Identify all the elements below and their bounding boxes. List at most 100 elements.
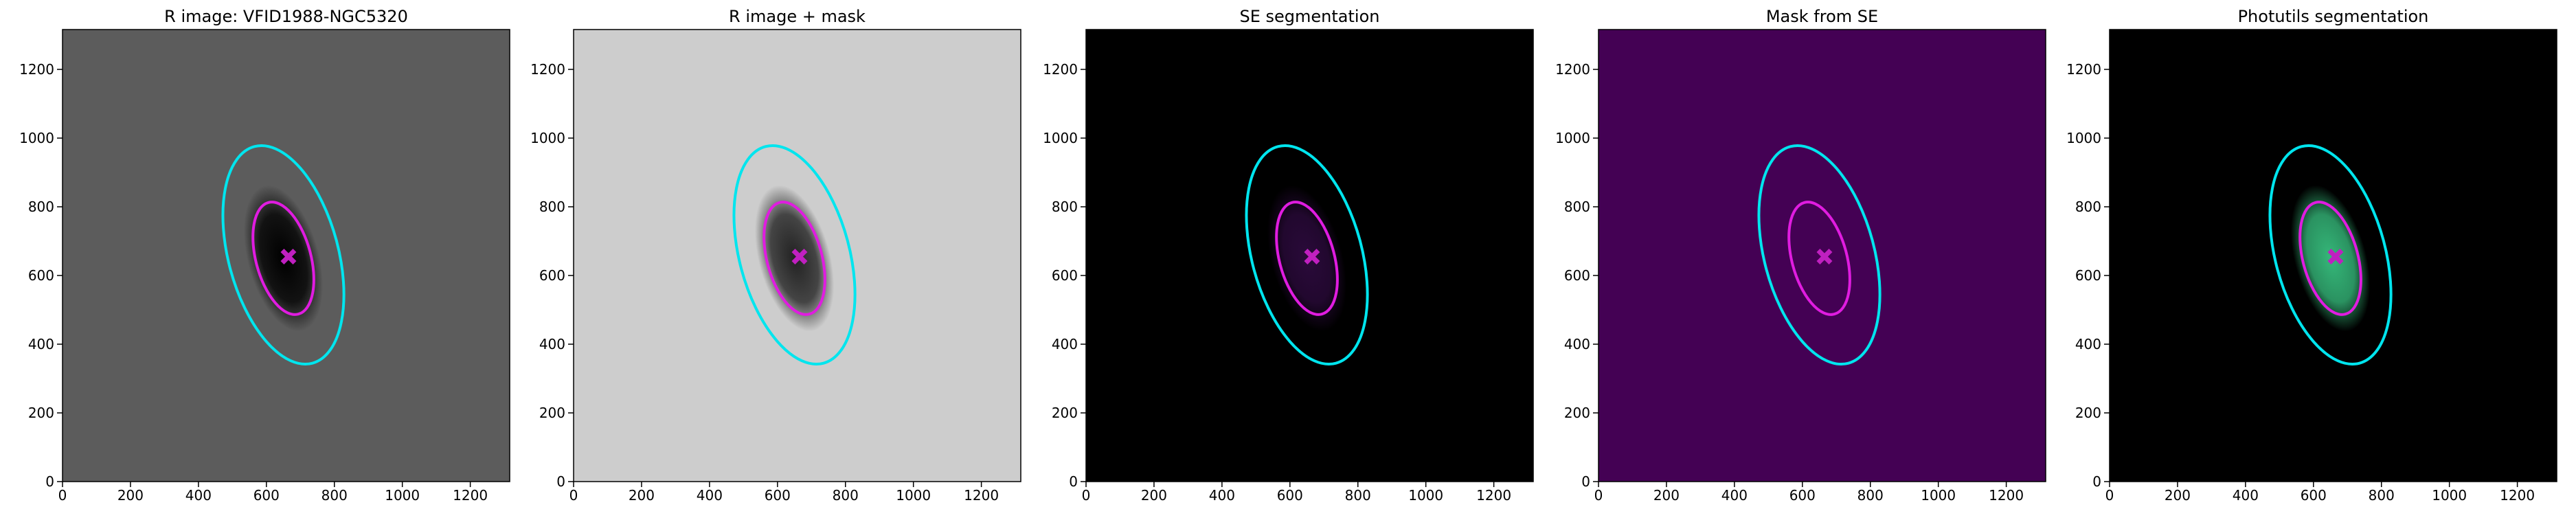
- image-content: [1757, 144, 1882, 366]
- x-tick-label: 1000: [2432, 487, 2467, 504]
- y-tick-label: 1200: [1043, 61, 1078, 78]
- x-tick-label: 800: [1345, 487, 1371, 504]
- y-tick-label: 1200: [2066, 61, 2101, 78]
- x-tick-label: 200: [1653, 487, 1680, 504]
- y-tick-label: 400: [1564, 336, 1590, 352]
- image-content: [1245, 144, 1369, 366]
- panel-title: Photutils segmentation: [2238, 7, 2429, 26]
- axes-frame: [62, 29, 510, 482]
- center-marker: [2327, 249, 2344, 264]
- y-tick-label: 1200: [19, 61, 54, 78]
- y-tick-label: 0: [2092, 473, 2101, 490]
- aperture-ellipse: [1245, 144, 1369, 366]
- y-tick-label: 600: [1564, 267, 1590, 284]
- y-tick-label: 600: [1052, 267, 1078, 284]
- y-tick-label: 0: [1069, 473, 1078, 490]
- axes-frame: [2109, 29, 2557, 482]
- y-tick-label: 600: [2075, 267, 2101, 284]
- image-content: [221, 144, 346, 366]
- x-tick-label: 600: [1789, 487, 1816, 504]
- x-tick-label: 0: [2105, 487, 2114, 504]
- panel-title: Mask from SE: [1766, 7, 1878, 26]
- x-tick-label: 600: [2301, 487, 2327, 504]
- x-tick-label: 0: [569, 487, 578, 504]
- center-marker: [1304, 249, 1320, 264]
- x-tick-label: 800: [833, 487, 859, 504]
- panel-title: R image: VFID1988-NGC5320: [164, 7, 408, 26]
- y-tick-label: 200: [2075, 405, 2101, 421]
- y-tick-label: 800: [1564, 199, 1590, 215]
- panel: 0 200 400 600 800 1000 1200 0 200 400 600 800 1000 12…: [2066, 7, 2557, 504]
- y-tick-label: 400: [2075, 336, 2101, 352]
- y-tick-label: 1000: [1043, 130, 1078, 146]
- x-tick-label: 1000: [1921, 487, 1956, 504]
- x-tick-label: 1000: [1408, 487, 1443, 504]
- panel: 0 200 400 600 800 1000 1200 0 200 400 600 800 1000 12…: [530, 7, 1021, 504]
- aperture-ellipse: [2298, 201, 2362, 316]
- aperture-ellipse: [732, 144, 857, 366]
- x-tick-label: 1200: [453, 487, 488, 504]
- x-tick-label: 400: [697, 487, 723, 504]
- image-content: [732, 144, 857, 366]
- y-tick-label: 800: [2075, 199, 2101, 215]
- x-tick-label: 400: [185, 487, 212, 504]
- axes-frame: [573, 29, 1021, 482]
- y-tick-label: 0: [1581, 473, 1590, 490]
- panel: 0 200 400 600 800 1000 1200 0 200 400 600 800 1000 12…: [1555, 7, 2046, 504]
- y-tick-label: 1000: [1555, 130, 1590, 146]
- y-tick-label: 1000: [19, 130, 54, 146]
- x-tick-label: 400: [2233, 487, 2259, 504]
- aperture-ellipse: [251, 201, 315, 316]
- x-tick-label: 800: [1857, 487, 1884, 504]
- y-tick-label: 200: [1564, 405, 1590, 421]
- aperture-ellipse: [1757, 144, 1882, 366]
- panel: 0 200 400 600 800 1000 1200 0 200 400 600 800 1000 12…: [1043, 7, 1534, 504]
- x-tick-label: 200: [117, 487, 144, 504]
- x-tick-label: 1200: [1476, 487, 1511, 504]
- x-tick-label: 0: [1594, 487, 1603, 504]
- y-tick-label: 400: [539, 336, 565, 352]
- x-tick-label: 0: [1082, 487, 1091, 504]
- y-tick-label: 1200: [530, 61, 565, 78]
- axes-frame: [1085, 29, 1534, 482]
- panel: 0 200 400 600 800 1000 1200 0 200 400 600 800 1000 12…: [19, 7, 510, 504]
- y-tick-label: 800: [539, 199, 565, 215]
- x-tick-label: 600: [253, 487, 280, 504]
- y-tick-label: 200: [28, 405, 54, 421]
- y-tick-label: 400: [1052, 336, 1078, 352]
- center-marker: [791, 249, 808, 264]
- x-tick-label: 800: [321, 487, 348, 504]
- center-marker: [1816, 249, 1833, 264]
- y-tick-label: 1200: [1555, 61, 1590, 78]
- x-tick-label: 400: [1721, 487, 1748, 504]
- image-content: [2268, 144, 2393, 366]
- y-tick-label: 1000: [2066, 130, 2101, 146]
- x-tick-label: 200: [2165, 487, 2191, 504]
- aperture-ellipse: [1275, 201, 1339, 316]
- x-tick-label: 0: [58, 487, 67, 504]
- aperture-ellipse: [2268, 144, 2393, 366]
- axes-frame: [1598, 29, 2046, 482]
- y-tick-label: 0: [45, 473, 54, 490]
- x-tick-label: 600: [1277, 487, 1303, 504]
- y-tick-label: 600: [539, 267, 565, 284]
- y-tick-label: 600: [28, 267, 54, 284]
- panel-title: R image + mask: [729, 7, 866, 26]
- x-tick-label: 200: [1141, 487, 1167, 504]
- x-tick-label: 400: [1209, 487, 1235, 504]
- y-tick-label: 0: [556, 473, 565, 490]
- panel-title: SE segmentation: [1240, 7, 1380, 26]
- y-tick-label: 200: [1052, 405, 1078, 421]
- x-tick-label: 1000: [385, 487, 420, 504]
- y-tick-label: 400: [28, 336, 54, 352]
- x-tick-label: 800: [2369, 487, 2395, 504]
- y-tick-label: 800: [1052, 199, 1078, 215]
- y-tick-label: 1000: [530, 130, 565, 146]
- aperture-ellipse: [762, 201, 826, 316]
- x-tick-label: 1200: [964, 487, 999, 504]
- x-tick-label: 200: [629, 487, 655, 504]
- x-tick-label: 1000: [896, 487, 931, 504]
- y-tick-label: 800: [28, 199, 54, 215]
- y-tick-label: 200: [539, 405, 565, 421]
